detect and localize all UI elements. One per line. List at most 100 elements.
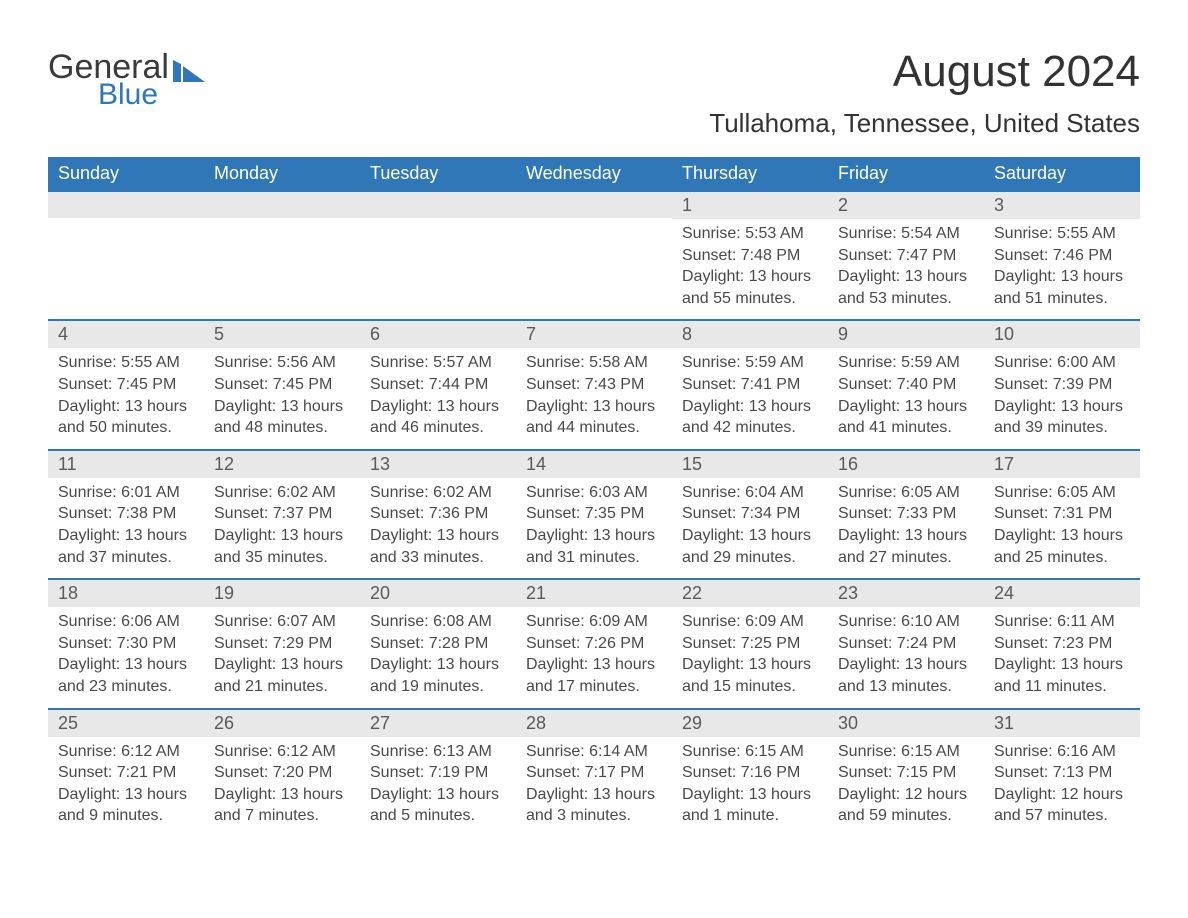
sunrise-text: Sunrise: 5:59 AM	[682, 352, 818, 374]
page: General Blue August 2024 Tullahoma, Tenn…	[0, 0, 1188, 918]
calendar-cell	[360, 190, 516, 319]
day-details: Sunrise: 6:14 AMSunset: 7:17 PMDaylight:…	[516, 737, 672, 827]
day-number: 22	[672, 580, 828, 607]
calendar-cell: 25Sunrise: 6:12 AMSunset: 7:21 PMDayligh…	[48, 708, 204, 837]
day-details: Sunrise: 5:54 AMSunset: 7:47 PMDaylight:…	[828, 219, 984, 309]
calendar-cell: 8Sunrise: 5:59 AMSunset: 7:41 PMDaylight…	[672, 319, 828, 448]
weekday-header: Friday	[828, 157, 984, 190]
day-wrap: 30Sunrise: 6:15 AMSunset: 7:15 PMDayligh…	[828, 708, 984, 837]
day-wrap: 15Sunrise: 6:04 AMSunset: 7:34 PMDayligh…	[672, 449, 828, 578]
sunset-text: Sunset: 7:35 PM	[526, 503, 662, 525]
sunset-text: Sunset: 7:45 PM	[214, 374, 350, 396]
daylight-text: Daylight: 13 hours and 53 minutes.	[838, 266, 974, 309]
day-details: Sunrise: 6:15 AMSunset: 7:16 PMDaylight:…	[672, 737, 828, 827]
daylight-text: Daylight: 13 hours and 9 minutes.	[58, 784, 194, 827]
day-wrap: 9Sunrise: 5:59 AMSunset: 7:40 PMDaylight…	[828, 319, 984, 448]
calendar-week-row: 25Sunrise: 6:12 AMSunset: 7:21 PMDayligh…	[48, 708, 1140, 837]
sunset-text: Sunset: 7:43 PM	[526, 374, 662, 396]
day-number: 24	[984, 580, 1140, 607]
day-details: Sunrise: 6:09 AMSunset: 7:26 PMDaylight:…	[516, 607, 672, 697]
daylight-text: Daylight: 13 hours and 21 minutes.	[214, 654, 350, 697]
day-number: 20	[360, 580, 516, 607]
day-number: 25	[48, 710, 204, 737]
calendar-cell: 3Sunrise: 5:55 AMSunset: 7:46 PMDaylight…	[984, 190, 1140, 319]
day-details: Sunrise: 5:59 AMSunset: 7:41 PMDaylight:…	[672, 348, 828, 438]
weekday-header-row: SundayMondayTuesdayWednesdayThursdayFrid…	[48, 157, 1140, 190]
daylight-text: Daylight: 13 hours and 37 minutes.	[58, 525, 194, 568]
day-wrap: 14Sunrise: 6:03 AMSunset: 7:35 PMDayligh…	[516, 449, 672, 578]
daylight-text: Daylight: 12 hours and 57 minutes.	[994, 784, 1130, 827]
day-details: Sunrise: 5:59 AMSunset: 7:40 PMDaylight:…	[828, 348, 984, 438]
sunset-text: Sunset: 7:17 PM	[526, 762, 662, 784]
calendar-cell: 12Sunrise: 6:02 AMSunset: 7:37 PMDayligh…	[204, 449, 360, 578]
daylight-text: Daylight: 13 hours and 51 minutes.	[994, 266, 1130, 309]
weekday-header: Saturday	[984, 157, 1140, 190]
sunrise-text: Sunrise: 5:53 AM	[682, 223, 818, 245]
daylight-text: Daylight: 13 hours and 13 minutes.	[838, 654, 974, 697]
day-number: 23	[828, 580, 984, 607]
sunrise-text: Sunrise: 6:00 AM	[994, 352, 1130, 374]
calendar-cell: 26Sunrise: 6:12 AMSunset: 7:20 PMDayligh…	[204, 708, 360, 837]
calendar-cell: 7Sunrise: 5:58 AMSunset: 7:43 PMDaylight…	[516, 319, 672, 448]
sunset-text: Sunset: 7:31 PM	[994, 503, 1130, 525]
day-wrap: 1Sunrise: 5:53 AMSunset: 7:48 PMDaylight…	[672, 190, 828, 319]
empty-day-body	[516, 218, 672, 318]
day-wrap: 12Sunrise: 6:02 AMSunset: 7:37 PMDayligh…	[204, 449, 360, 578]
day-wrap: 8Sunrise: 5:59 AMSunset: 7:41 PMDaylight…	[672, 319, 828, 448]
day-details: Sunrise: 6:02 AMSunset: 7:37 PMDaylight:…	[204, 478, 360, 568]
day-wrap: 26Sunrise: 6:12 AMSunset: 7:20 PMDayligh…	[204, 708, 360, 837]
sunset-text: Sunset: 7:16 PM	[682, 762, 818, 784]
day-wrap: 7Sunrise: 5:58 AMSunset: 7:43 PMDaylight…	[516, 319, 672, 448]
day-wrap: 31Sunrise: 6:16 AMSunset: 7:13 PMDayligh…	[984, 708, 1140, 837]
sunrise-text: Sunrise: 6:06 AM	[58, 611, 194, 633]
daylight-text: Daylight: 13 hours and 35 minutes.	[214, 525, 350, 568]
day-details: Sunrise: 6:03 AMSunset: 7:35 PMDaylight:…	[516, 478, 672, 568]
sunset-text: Sunset: 7:48 PM	[682, 245, 818, 267]
sunset-text: Sunset: 7:25 PM	[682, 633, 818, 655]
sunrise-text: Sunrise: 6:15 AM	[838, 741, 974, 763]
day-details: Sunrise: 6:05 AMSunset: 7:33 PMDaylight:…	[828, 478, 984, 568]
calendar-cell: 14Sunrise: 6:03 AMSunset: 7:35 PMDayligh…	[516, 449, 672, 578]
day-number: 3	[984, 192, 1140, 219]
day-details: Sunrise: 5:58 AMSunset: 7:43 PMDaylight:…	[516, 348, 672, 438]
sunrise-text: Sunrise: 6:04 AM	[682, 482, 818, 504]
sunrise-text: Sunrise: 6:14 AM	[526, 741, 662, 763]
sunset-text: Sunset: 7:33 PM	[838, 503, 974, 525]
day-wrap: 24Sunrise: 6:11 AMSunset: 7:23 PMDayligh…	[984, 578, 1140, 707]
day-number: 19	[204, 580, 360, 607]
day-details: Sunrise: 5:55 AMSunset: 7:45 PMDaylight:…	[48, 348, 204, 438]
sunrise-text: Sunrise: 6:16 AM	[994, 741, 1130, 763]
day-wrap: 18Sunrise: 6:06 AMSunset: 7:30 PMDayligh…	[48, 578, 204, 707]
empty-day-body	[360, 218, 516, 318]
sunrise-text: Sunrise: 6:07 AM	[214, 611, 350, 633]
day-details: Sunrise: 5:53 AMSunset: 7:48 PMDaylight:…	[672, 219, 828, 309]
logo: General Blue	[48, 50, 205, 110]
sunset-text: Sunset: 7:37 PM	[214, 503, 350, 525]
title-block: August 2024 Tullahoma, Tennessee, United…	[709, 50, 1140, 139]
day-details: Sunrise: 6:10 AMSunset: 7:24 PMDaylight:…	[828, 607, 984, 697]
sunrise-text: Sunrise: 6:11 AM	[994, 611, 1130, 633]
calendar-cell	[204, 190, 360, 319]
sunset-text: Sunset: 7:28 PM	[370, 633, 506, 655]
sunset-text: Sunset: 7:36 PM	[370, 503, 506, 525]
empty-day-body	[48, 218, 204, 318]
day-wrap: 11Sunrise: 6:01 AMSunset: 7:38 PMDayligh…	[48, 449, 204, 578]
calendar-cell: 5Sunrise: 5:56 AMSunset: 7:45 PMDaylight…	[204, 319, 360, 448]
daylight-text: Daylight: 13 hours and 19 minutes.	[370, 654, 506, 697]
day-number: 17	[984, 451, 1140, 478]
daylight-text: Daylight: 13 hours and 29 minutes.	[682, 525, 818, 568]
daylight-text: Daylight: 13 hours and 11 minutes.	[994, 654, 1130, 697]
day-wrap: 5Sunrise: 5:56 AMSunset: 7:45 PMDaylight…	[204, 319, 360, 448]
day-number: 12	[204, 451, 360, 478]
day-details: Sunrise: 6:04 AMSunset: 7:34 PMDaylight:…	[672, 478, 828, 568]
day-number: 14	[516, 451, 672, 478]
calendar-cell: 22Sunrise: 6:09 AMSunset: 7:25 PMDayligh…	[672, 578, 828, 707]
daylight-text: Daylight: 13 hours and 39 minutes.	[994, 396, 1130, 439]
day-number: 15	[672, 451, 828, 478]
day-details: Sunrise: 6:16 AMSunset: 7:13 PMDaylight:…	[984, 737, 1140, 827]
daylight-text: Daylight: 13 hours and 23 minutes.	[58, 654, 194, 697]
day-wrap: 16Sunrise: 6:05 AMSunset: 7:33 PMDayligh…	[828, 449, 984, 578]
daylight-text: Daylight: 13 hours and 15 minutes.	[682, 654, 818, 697]
sunset-text: Sunset: 7:13 PM	[994, 762, 1130, 784]
calendar-cell: 11Sunrise: 6:01 AMSunset: 7:38 PMDayligh…	[48, 449, 204, 578]
